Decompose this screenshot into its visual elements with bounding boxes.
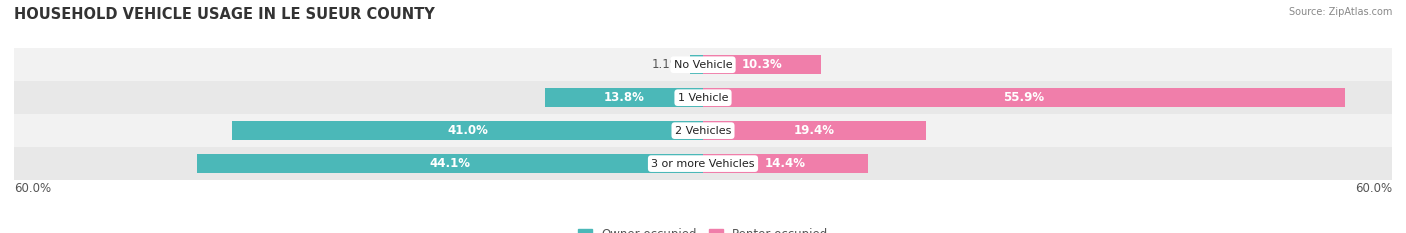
Text: 10.3%: 10.3% (742, 58, 783, 71)
Text: 1 Vehicle: 1 Vehicle (678, 93, 728, 103)
Text: 41.0%: 41.0% (447, 124, 488, 137)
Bar (703, 88, 1346, 107)
Text: HOUSEHOLD VEHICLE USAGE IN LE SUEUR COUNTY: HOUSEHOLD VEHICLE USAGE IN LE SUEUR COUN… (14, 7, 434, 22)
Text: 1.1%: 1.1% (651, 58, 681, 71)
Text: 3 or more Vehicles: 3 or more Vehicles (651, 159, 755, 169)
Bar (14, 48, 1392, 81)
Text: 13.8%: 13.8% (603, 91, 644, 104)
Bar (232, 121, 703, 140)
Bar (197, 154, 703, 173)
Bar (703, 154, 869, 173)
Bar (14, 81, 1392, 114)
Bar (703, 55, 821, 74)
Text: 2 Vehicles: 2 Vehicles (675, 126, 731, 136)
Text: 60.0%: 60.0% (1355, 182, 1392, 195)
Text: 19.4%: 19.4% (794, 124, 835, 137)
Text: 44.1%: 44.1% (429, 157, 471, 170)
Legend: Owner-occupied, Renter-occupied: Owner-occupied, Renter-occupied (572, 224, 834, 233)
Text: 60.0%: 60.0% (14, 182, 51, 195)
Bar (14, 147, 1392, 180)
Text: 14.4%: 14.4% (765, 157, 806, 170)
Text: Source: ZipAtlas.com: Source: ZipAtlas.com (1288, 7, 1392, 17)
Text: No Vehicle: No Vehicle (673, 60, 733, 70)
Bar (544, 88, 703, 107)
Bar (690, 55, 703, 74)
Bar (703, 121, 925, 140)
Bar (14, 114, 1392, 147)
Text: 55.9%: 55.9% (1004, 91, 1045, 104)
